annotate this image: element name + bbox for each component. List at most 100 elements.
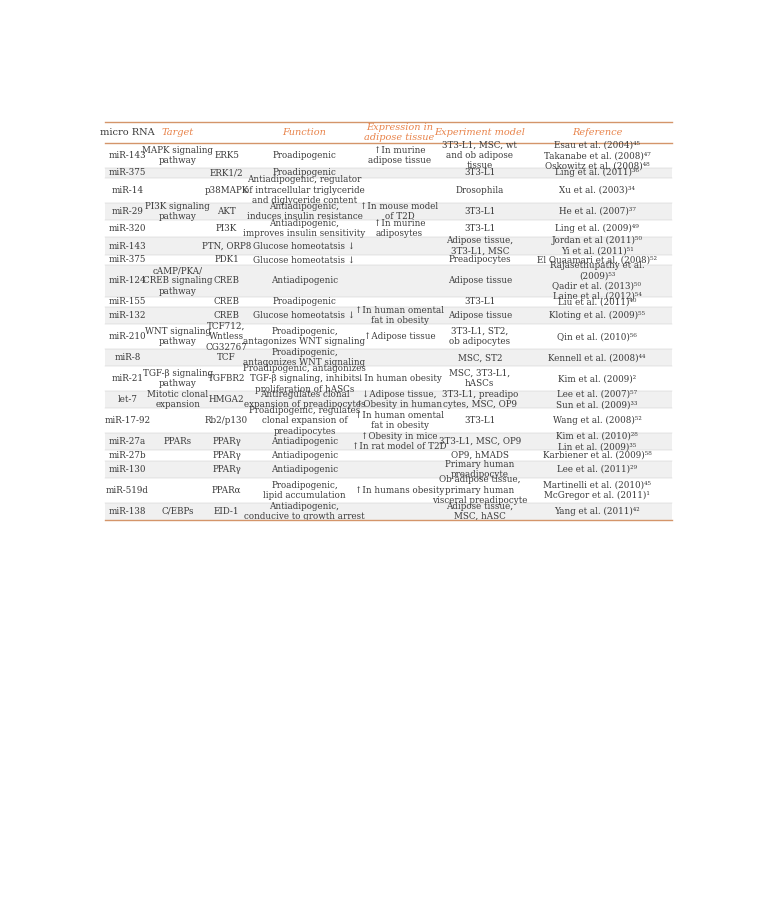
Text: Antiadipogenic: Antiadipogenic bbox=[271, 437, 338, 446]
Text: Antiadipogenic, regulator
of intracellular triglyceride
and diglyceride content: Antiadipogenic, regulator of intracellul… bbox=[244, 176, 365, 205]
Bar bbox=[105, 167, 672, 178]
Text: Proadipogenic, antagonizes
TGF-β signaling, inhibits
proliferation of hASCs: Proadipogenic, antagonizes TGF-β signali… bbox=[243, 364, 366, 394]
Bar bbox=[105, 255, 672, 265]
Text: 3T3-L1: 3T3-L1 bbox=[464, 168, 496, 177]
Text: PPARγ: PPARγ bbox=[212, 437, 241, 446]
Text: micro RNA: micro RNA bbox=[100, 128, 155, 137]
Text: 3T3-L1: 3T3-L1 bbox=[464, 224, 496, 233]
Bar bbox=[105, 307, 672, 324]
Text: miR-138: miR-138 bbox=[108, 507, 146, 516]
Text: Qin et al. (2010)⁵⁶: Qin et al. (2010)⁵⁶ bbox=[557, 332, 637, 341]
Text: ↑In human omental
fat in obesity: ↑In human omental fat in obesity bbox=[355, 306, 444, 326]
Text: Drosophila: Drosophila bbox=[456, 186, 504, 195]
Text: Adipose tissue: Adipose tissue bbox=[448, 311, 512, 320]
Bar bbox=[105, 451, 672, 461]
Bar bbox=[105, 367, 672, 391]
Text: PTN, ORP8: PTN, ORP8 bbox=[202, 242, 251, 251]
Text: 3T3-L1: 3T3-L1 bbox=[464, 298, 496, 307]
Text: Antiadipogenic: Antiadipogenic bbox=[271, 451, 338, 460]
Text: Antiregulates clonal
expansion of preadipocytes: Antiregulates clonal expansion of preadi… bbox=[244, 390, 365, 409]
Text: miR-519d: miR-519d bbox=[106, 486, 149, 495]
Text: cAMP/PKA/
CREB signaling
pathway: cAMP/PKA/ CREB signaling pathway bbox=[143, 266, 212, 296]
Text: ↑In murine
adipose tissue: ↑In murine adipose tissue bbox=[368, 146, 431, 166]
Text: Expression in
adipose tissue: Expression in adipose tissue bbox=[365, 123, 434, 142]
Text: Martinelli et al. (2010)⁴⁵
McGregor et al. (2011)¹: Martinelli et al. (2010)⁴⁵ McGregor et a… bbox=[543, 481, 651, 500]
Text: miR-210: miR-210 bbox=[108, 332, 146, 341]
Text: Lee et al. (2007)⁵⁷
Sun et al. (2009)³³: Lee et al. (2007)⁵⁷ Sun et al. (2009)³³ bbox=[556, 390, 637, 409]
Text: Adipose tissue,
MSC, hASC: Adipose tissue, MSC, hASC bbox=[446, 501, 513, 521]
Text: Antiadipogenic: Antiadipogenic bbox=[271, 276, 338, 285]
Bar bbox=[105, 324, 672, 349]
Text: miR-17-92: miR-17-92 bbox=[105, 416, 151, 425]
Text: Mitotic clonal
expansion: Mitotic clonal expansion bbox=[147, 390, 208, 409]
Text: miR-375: miR-375 bbox=[109, 168, 146, 177]
Text: Proadipogenic,
antagonizes WNT signaling: Proadipogenic, antagonizes WNT signaling bbox=[243, 348, 365, 367]
Text: HMGA2: HMGA2 bbox=[208, 395, 244, 405]
Bar bbox=[105, 349, 672, 367]
Text: miR-124: miR-124 bbox=[108, 276, 146, 285]
Text: PPARs: PPARs bbox=[164, 437, 192, 446]
Text: ↑Adipose tissue: ↑Adipose tissue bbox=[364, 332, 435, 341]
Text: Rajasethupathy et al.
(2009)⁵³
Qadir et al. (2013)⁵⁰
Laine et al. (2012)⁵⁴: Rajasethupathy et al. (2009)⁵³ Qadir et … bbox=[550, 261, 644, 301]
Text: Ob adipose tissue,
primary human
visceral preadipocyte: Ob adipose tissue, primary human viscera… bbox=[432, 475, 528, 505]
Text: WNT signaling
pathway: WNT signaling pathway bbox=[145, 327, 211, 347]
Text: Proadipogenic, regulates
clonal expansion of
preadipocytes: Proadipogenic, regulates clonal expansio… bbox=[249, 405, 360, 435]
Text: miR-375: miR-375 bbox=[109, 255, 146, 264]
Text: 3T3-L1, ST2,
ob adipocytes: 3T3-L1, ST2, ob adipocytes bbox=[449, 327, 510, 347]
Text: 3T3-L1: 3T3-L1 bbox=[464, 416, 496, 425]
Text: Liu et al. (2011)⁴⁰: Liu et al. (2011)⁴⁰ bbox=[558, 298, 636, 307]
Text: Proadipogenic: Proadipogenic bbox=[273, 298, 337, 307]
Text: PI3K signaling
pathway: PI3K signaling pathway bbox=[146, 202, 210, 221]
Text: Antiadipogenic,
conducive to growth arrest: Antiadipogenic, conducive to growth arre… bbox=[244, 501, 365, 521]
Bar bbox=[105, 178, 672, 203]
Text: TGF-β signaling
pathway: TGF-β signaling pathway bbox=[143, 369, 213, 388]
Text: miR-27a: miR-27a bbox=[109, 437, 146, 446]
Text: 3T3-L1, MSC, OP9: 3T3-L1, MSC, OP9 bbox=[439, 437, 521, 446]
Text: p38MAPK: p38MAPK bbox=[205, 186, 249, 195]
Text: El Ouaamari et al. (2008)⁵²: El Ouaamari et al. (2008)⁵² bbox=[537, 255, 657, 264]
Text: miR-14: miR-14 bbox=[111, 186, 143, 195]
Text: Glucose homeotatsis ↓: Glucose homeotatsis ↓ bbox=[253, 311, 356, 320]
Text: Preadipocytes: Preadipocytes bbox=[449, 255, 511, 264]
Bar bbox=[105, 433, 672, 451]
Text: AKT: AKT bbox=[217, 207, 236, 215]
Text: Proadipogenic,
lipid accumulation: Proadipogenic, lipid accumulation bbox=[263, 481, 346, 500]
Bar bbox=[105, 143, 672, 167]
Text: Primary human
preadipocyte: Primary human preadipocyte bbox=[445, 460, 515, 479]
Text: ↑In murine
adiposytes: ↑In murine adiposytes bbox=[374, 219, 425, 238]
Text: miR-155: miR-155 bbox=[109, 298, 146, 307]
Text: Kim et al. (2010)²⁸
Lin et al. (2009)³⁵: Kim et al. (2010)²⁸ Lin et al. (2009)³⁵ bbox=[556, 432, 637, 452]
Text: let-7: let-7 bbox=[117, 395, 137, 405]
Text: PDK1: PDK1 bbox=[215, 255, 239, 264]
Bar bbox=[105, 391, 672, 408]
Text: Reference: Reference bbox=[572, 128, 622, 137]
Text: Xu et al. (2003)³⁴: Xu et al. (2003)³⁴ bbox=[559, 186, 635, 195]
Text: Karbiener et al. (2009)⁵⁸: Karbiener et al. (2009)⁵⁸ bbox=[543, 451, 651, 460]
Text: C/EBPs: C/EBPs bbox=[161, 507, 194, 516]
Text: Kennell et al. (2008)⁴⁴: Kennell et al. (2008)⁴⁴ bbox=[548, 353, 646, 362]
Text: TGFBR2: TGFBR2 bbox=[208, 374, 246, 383]
Text: Target: Target bbox=[161, 128, 194, 137]
Text: CREB: CREB bbox=[214, 311, 240, 320]
Text: Proadipogenic,
antagonizes WNT signaling: Proadipogenic, antagonizes WNT signaling bbox=[243, 327, 365, 347]
Text: Jordan et al (2011)⁵⁰
Yi et al. (2011)⁵¹: Jordan et al (2011)⁵⁰ Yi et al. (2011)⁵¹ bbox=[552, 236, 643, 256]
Text: Kim et al. (2009)²: Kim et al. (2009)² bbox=[558, 374, 636, 383]
Text: Glucose homeotatsis ↓: Glucose homeotatsis ↓ bbox=[253, 242, 356, 251]
Text: MAPK signaling
pathway: MAPK signaling pathway bbox=[143, 146, 213, 166]
Bar bbox=[105, 297, 672, 307]
Text: miR-132: miR-132 bbox=[108, 311, 146, 320]
Text: Wang et al. (2008)⁵²: Wang et al. (2008)⁵² bbox=[553, 416, 641, 425]
Bar bbox=[105, 408, 672, 433]
Text: 3T3-L1: 3T3-L1 bbox=[464, 207, 496, 215]
Bar bbox=[105, 502, 672, 520]
Bar bbox=[105, 265, 672, 297]
Text: He et al. (2007)³⁷: He et al. (2007)³⁷ bbox=[559, 207, 635, 215]
Text: MSC, 3T3-L1,
hASCs: MSC, 3T3-L1, hASCs bbox=[449, 369, 510, 388]
Text: Proadipogenic: Proadipogenic bbox=[273, 168, 337, 177]
Text: OP9, hMADS: OP9, hMADS bbox=[451, 451, 509, 460]
Text: ERK1/2: ERK1/2 bbox=[210, 168, 243, 177]
Text: ↑Obesity in mice
↑In rat model of T2D: ↑Obesity in mice ↑In rat model of T2D bbox=[352, 432, 446, 452]
Text: miR-29: miR-29 bbox=[111, 207, 143, 215]
Text: miR-8: miR-8 bbox=[114, 353, 141, 362]
Text: PPARγ: PPARγ bbox=[212, 465, 241, 474]
